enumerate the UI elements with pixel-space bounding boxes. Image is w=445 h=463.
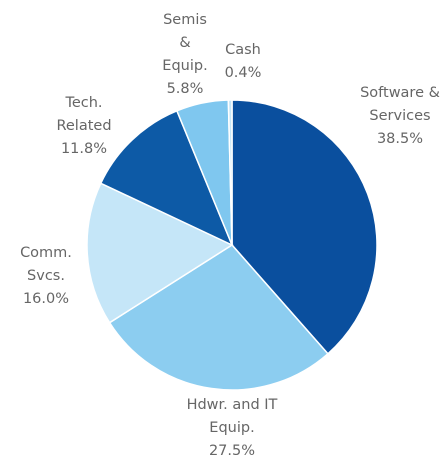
category-label: Tech. Related	[49, 92, 119, 138]
category-label: Hdwr. and IT Equip.	[177, 394, 287, 440]
category-label: Cash	[218, 39, 268, 62]
value-label: 11.8%	[49, 138, 119, 161]
slice-label: Comm. Svcs.16.0%	[16, 242, 76, 311]
category-label: Software & Services	[353, 82, 445, 128]
category-label: Semis & Equip.	[160, 9, 210, 78]
category-label: Comm. Svcs.	[16, 242, 76, 288]
value-label: 16.0%	[16, 288, 76, 311]
value-label: 38.5%	[353, 128, 445, 151]
slice-label: Semis & Equip.5.8%	[160, 9, 210, 101]
value-label: 27.5%	[177, 440, 287, 463]
slice-label: Hdwr. and IT Equip.27.5%	[177, 394, 287, 463]
value-label: 0.4%	[218, 62, 268, 85]
value-label: 5.8%	[160, 78, 210, 101]
